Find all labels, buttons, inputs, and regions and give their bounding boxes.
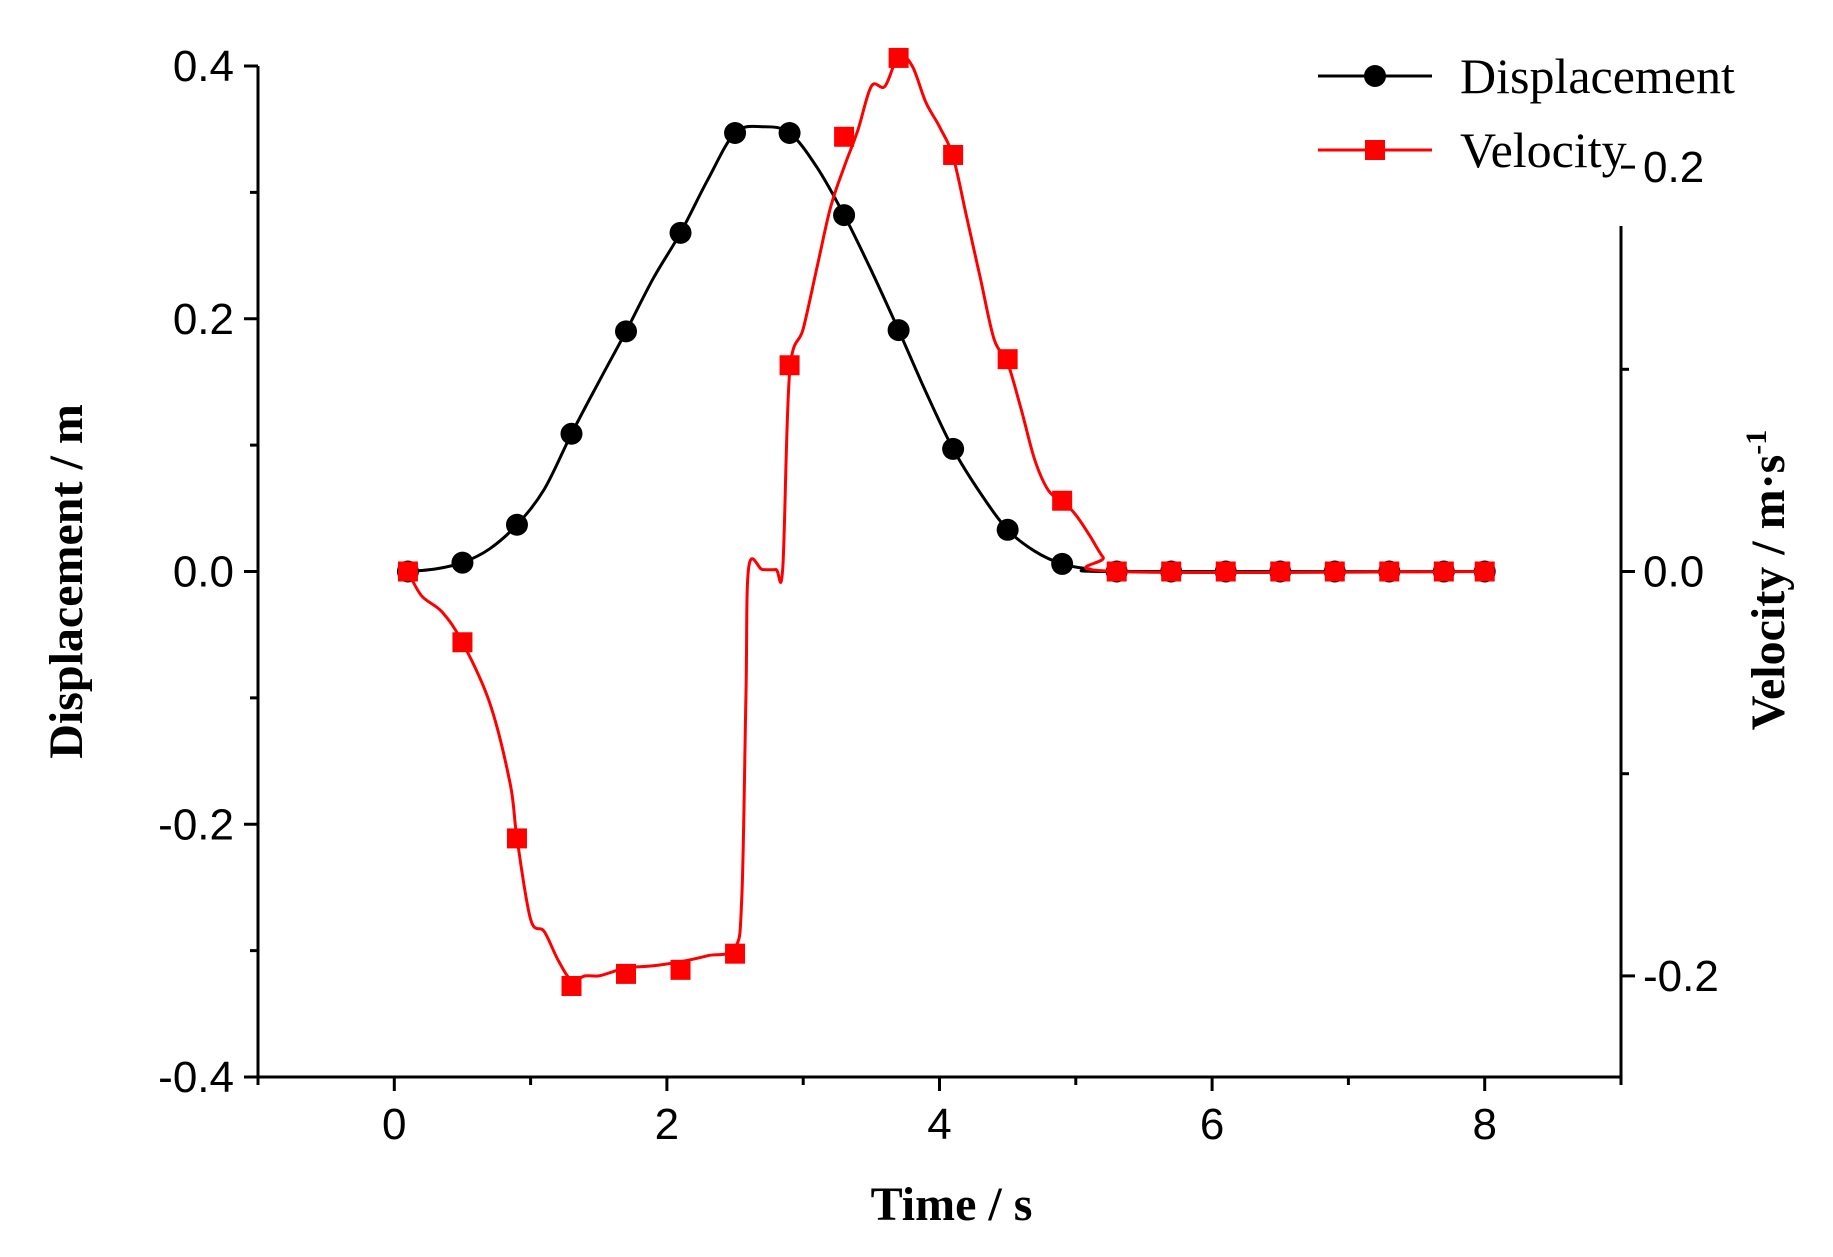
data-point-displacement — [669, 221, 692, 244]
data-point-velocity — [1324, 561, 1345, 582]
legend-label-displacement: Displacement — [1460, 48, 1735, 104]
x-tick-label: 6 — [1200, 1100, 1224, 1149]
data-point-velocity — [397, 561, 418, 582]
legend-label-velocity: Velocity — [1460, 122, 1627, 178]
data-point-velocity — [1106, 561, 1127, 582]
left-y-tick-label: 0.4 — [173, 42, 234, 91]
left-y-tick-label: -0.2 — [158, 800, 234, 849]
data-point-velocity — [834, 126, 855, 147]
data-point-velocity — [725, 943, 746, 964]
left-y-tick-label: 0.0 — [173, 548, 234, 597]
x-tick-label: 0 — [382, 1100, 406, 1149]
data-point-velocity — [888, 47, 909, 68]
data-point-velocity — [943, 144, 964, 165]
tick-marks — [244, 64, 1635, 1091]
left-y-axis-title: Displacement / m — [40, 404, 93, 759]
right-y-tick-label: -0.2 — [1643, 952, 1719, 1001]
data-point-velocity — [779, 355, 800, 376]
legend: Displacement Velocity — [1318, 48, 1735, 178]
data-point-velocity — [670, 959, 691, 980]
data-point-velocity — [561, 976, 582, 997]
legend-marker-velocity — [1365, 140, 1385, 160]
series-layer — [396, 47, 1496, 997]
data-point-velocity — [506, 828, 527, 849]
right-y-axis-title-main: Velocity / m·s — [1742, 455, 1795, 731]
data-point-velocity — [1433, 561, 1454, 582]
left-y-tick-label: 0.2 — [173, 295, 234, 344]
right-y-tick-label: 0.0 — [1643, 548, 1704, 597]
data-point-velocity — [1052, 490, 1073, 511]
data-point-displacement — [942, 437, 965, 460]
data-point-velocity — [1474, 561, 1495, 582]
left-y-tick-label: -0.4 — [158, 1053, 234, 1102]
data-point-displacement — [451, 551, 474, 574]
data-point-displacement — [615, 320, 638, 343]
data-point-velocity — [616, 963, 637, 984]
data-point-displacement — [833, 204, 856, 227]
data-point-displacement — [778, 121, 801, 144]
right-y-axis-title: Velocity / m·s-1 — [1740, 430, 1795, 731]
data-point-velocity — [1215, 561, 1236, 582]
data-point-velocity — [1270, 561, 1291, 582]
x-tick-label: 4 — [927, 1100, 951, 1149]
data-point-displacement — [1051, 552, 1074, 575]
data-point-displacement — [560, 422, 583, 445]
x-tick-label: 8 — [1472, 1100, 1496, 1149]
data-point-velocity — [997, 349, 1018, 370]
data-point-displacement — [887, 319, 910, 342]
data-point-velocity — [452, 632, 473, 653]
data-point-displacement — [724, 121, 747, 144]
data-point-displacement — [505, 513, 528, 536]
x-tick-label: 2 — [655, 1100, 679, 1149]
series-line-velocity — [406, 53, 1485, 983]
x-axis-title: Time / s — [871, 1178, 1033, 1231]
tick-labels: 0 2 4 6 8 -0.4 -0.2 0.0 0.2 0.4 -0.2 0.0 0.2 — [158, 42, 1719, 1149]
series-velocity — [397, 47, 1495, 997]
right-y-axis-title-superscript: -1 — [1740, 430, 1773, 455]
data-point-displacement — [996, 518, 1019, 541]
legend-marker-displacement — [1364, 65, 1386, 87]
data-point-velocity — [1161, 561, 1182, 582]
data-point-velocity — [1379, 561, 1400, 582]
right-y-tick-label: 0.2 — [1643, 143, 1704, 192]
